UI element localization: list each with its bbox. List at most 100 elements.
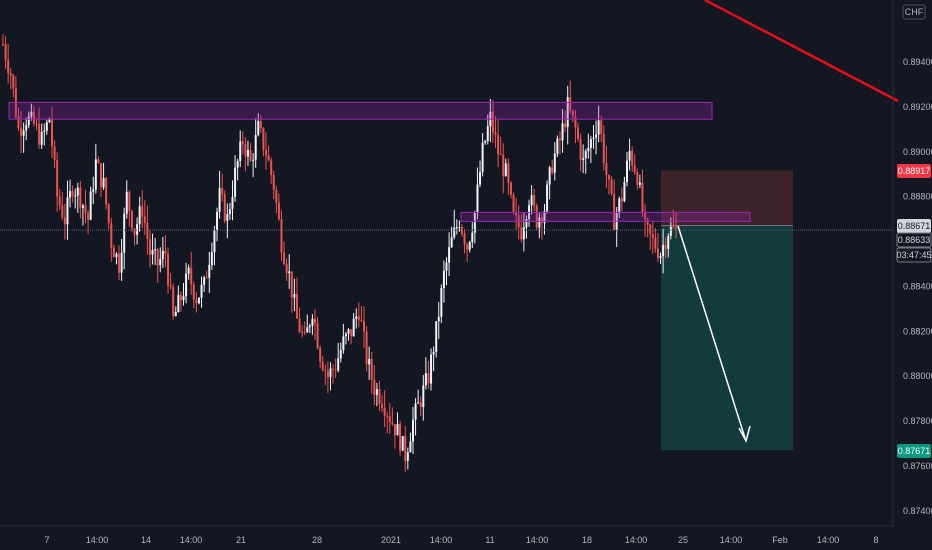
candle-body (530, 195, 533, 206)
candle-body (311, 318, 314, 326)
candle-body (566, 97, 569, 128)
candle-body (525, 219, 528, 228)
candle-body (675, 227, 677, 229)
candle-body (138, 206, 141, 225)
candle-body (357, 316, 360, 320)
candle-body (239, 141, 242, 162)
candle-body (579, 138, 582, 160)
candle-body (393, 424, 396, 436)
time-tick-label: 14 (141, 535, 151, 545)
candle-body (411, 419, 414, 442)
candle-body (406, 452, 409, 461)
candle-body (569, 97, 572, 111)
candle-body (631, 150, 634, 166)
candle-body (584, 151, 587, 159)
candle-body (347, 329, 350, 334)
candle-body (667, 235, 670, 249)
candle-body (589, 139, 592, 148)
candle-body (553, 153, 556, 173)
time-axis[interactable]: 7 14:00 14 14:00 21 28 2021 14:00 11 14:00 18 14:00… (44, 535, 878, 545)
candle-body (360, 319, 363, 321)
support-zone[interactable] (460, 211, 751, 222)
candle-body (432, 351, 435, 355)
last-price-text: 0.88633 (898, 235, 931, 245)
candle-body (12, 75, 15, 89)
candle-body (185, 273, 188, 297)
candle-body (509, 182, 512, 195)
candle-body (368, 358, 371, 365)
candle-body (638, 182, 641, 185)
candle-body (515, 212, 518, 216)
candle-body (504, 163, 507, 176)
candle-body (378, 389, 381, 405)
candle-body (63, 217, 66, 225)
candle-body (213, 230, 216, 253)
candle-body (339, 350, 342, 359)
candle-body (316, 323, 319, 349)
candle-body (283, 252, 286, 264)
candle-body (241, 141, 244, 145)
candle-body (236, 161, 239, 168)
target-price-badge (897, 444, 931, 458)
candle-body (540, 217, 543, 223)
candle-body (597, 120, 600, 135)
candle-body (200, 284, 203, 298)
last-price-badge (896, 232, 932, 248)
time-tick-label: 14:00 (86, 535, 109, 545)
trend-line[interactable] (704, 0, 899, 103)
candle-body (45, 122, 48, 131)
candle-body (370, 358, 373, 380)
candle-body (314, 318, 317, 324)
candle-body (391, 422, 394, 425)
candle-body (618, 198, 621, 213)
resistance-zone[interactable] (8, 101, 713, 120)
take-profit-zone[interactable] (661, 225, 793, 451)
candle-body (275, 189, 278, 203)
candle-body (582, 158, 585, 160)
candle-body (123, 213, 126, 253)
candle-body (280, 219, 283, 253)
candle-body (512, 194, 515, 213)
stop-loss-zone[interactable] (661, 170, 793, 226)
candle-body (419, 402, 422, 407)
candle-body (636, 172, 639, 185)
candle-body (430, 354, 433, 384)
candle-body (651, 233, 654, 238)
candle-body (546, 184, 549, 212)
projection-arrow[interactable] (677, 225, 746, 439)
candle-body (303, 332, 306, 334)
candle-body (35, 123, 38, 125)
candle-body (110, 223, 113, 248)
candle-body (9, 72, 12, 76)
candle-body (319, 348, 322, 362)
candle-body (595, 134, 598, 138)
candle-body (548, 167, 551, 185)
candle-body (383, 407, 386, 416)
candle-body (218, 187, 221, 212)
candle-body (192, 284, 195, 300)
candle-body (293, 294, 296, 298)
currency-text: CHF (905, 7, 924, 17)
candle-body (22, 130, 25, 136)
candle-body (435, 321, 438, 352)
candle-body (76, 187, 79, 196)
candle-body (177, 294, 180, 313)
candle-body (38, 123, 41, 145)
candle-body (628, 150, 631, 161)
candle-body (417, 402, 420, 404)
candle-body (228, 209, 231, 215)
stop-price-text: 0.88917 (898, 166, 931, 176)
candle-body (471, 232, 474, 243)
currency-label[interactable]: CHF (902, 4, 926, 20)
candle-body (205, 277, 208, 279)
candle-body (20, 127, 23, 136)
candle-body (290, 271, 293, 298)
candle-body (641, 182, 644, 213)
candle-body (445, 262, 448, 271)
